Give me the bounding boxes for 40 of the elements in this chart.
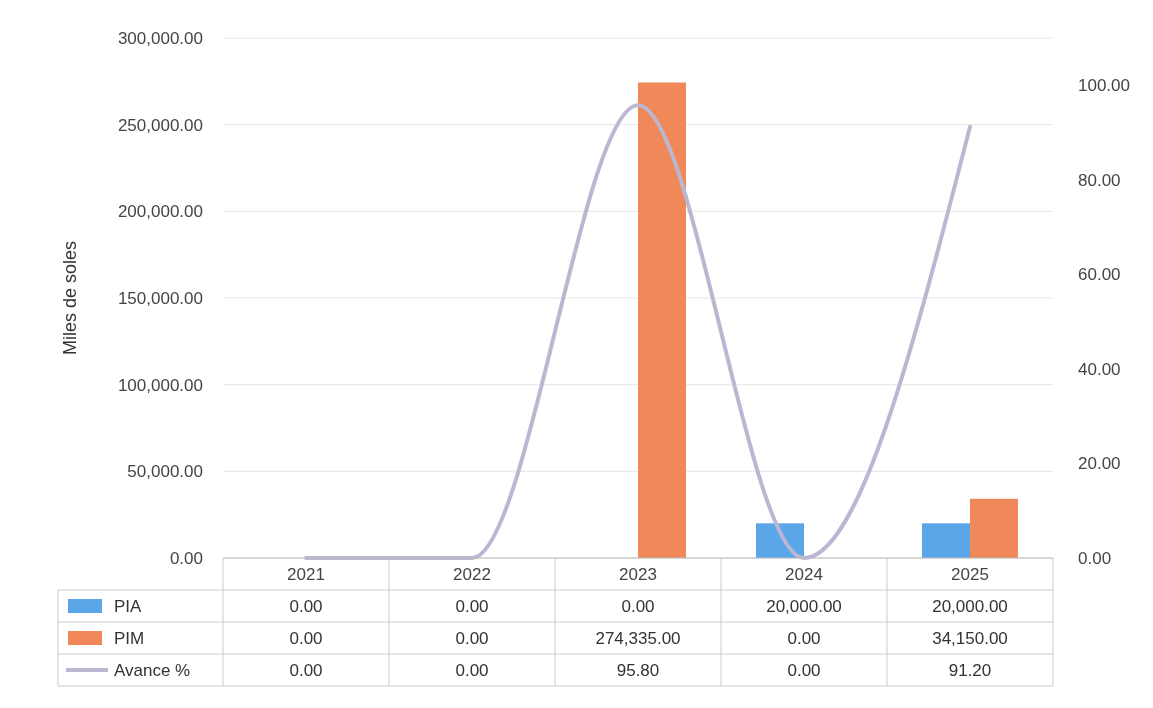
y-tick-label: 250,000.00 [117,115,203,135]
y-tick-label: 0.00 [169,548,203,568]
x-tick-label: 2021 [287,564,325,584]
data-label: 34,150.00 [932,628,1008,648]
legend-label: PIM [114,628,145,648]
y2-tick-label: 20.00 [1078,454,1121,474]
data-label: 274,335.00 [595,628,681,648]
y-tick-label: 50,000.00 [127,462,203,482]
x-tick-label: 2025 [951,564,989,584]
data-label: 0.00 [621,596,655,616]
y2-tick-label: 40.00 [1078,359,1121,379]
legend-label: Avance % [114,660,191,680]
data-label: 0.00 [787,628,821,648]
bar [922,523,970,558]
y-axis-title: Miles de soles [60,240,80,356]
y2-tick-label: 0.00 [1078,548,1112,568]
x-tick-label: 2022 [453,564,491,584]
y-tick-label: 200,000.00 [117,202,203,222]
x-tick-label: 2023 [619,564,657,584]
x-tick-label: 2024 [785,564,823,584]
data-label: 0.00 [455,596,489,616]
y2-tick-label: 80.00 [1078,170,1121,190]
bar [970,498,1018,558]
y-tick-label: 150,000.00 [117,288,203,308]
y-tick-label: 300,000.00 [117,28,203,48]
legend-label: PIA [114,596,143,616]
data-label: 0.00 [455,660,489,680]
y-tick-label: 100,000.00 [117,375,203,395]
y2-tick-label: 100.00 [1078,76,1130,96]
bar [638,82,686,558]
data-label: 91.20 [948,660,992,680]
data-label: 0.00 [289,596,323,616]
data-label: 0.00 [787,660,821,680]
data-label: 0.00 [455,628,489,648]
data-label: 0.00 [289,660,323,680]
data-label: 0.00 [289,628,323,648]
data-label: 95.80 [616,660,660,680]
data-label: 20,000.00 [932,596,1008,616]
data-label: 20,000.00 [766,596,842,616]
y2-tick-label: 60.00 [1078,265,1121,285]
